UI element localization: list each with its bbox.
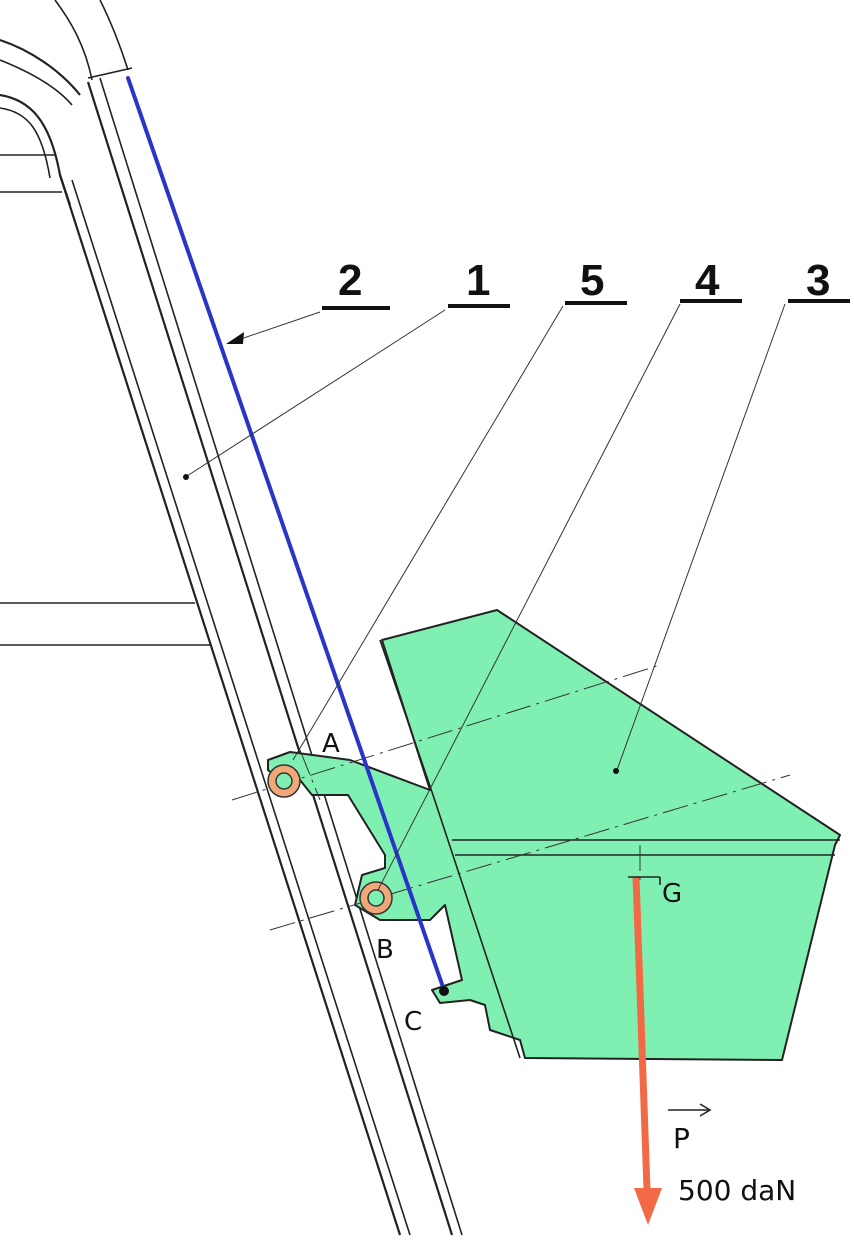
point-c-dot	[439, 986, 449, 996]
force-arrow-p	[628, 876, 662, 1225]
label-part-3: 3	[806, 256, 830, 305]
label-point-g: G	[662, 879, 682, 909]
label-part-1: 1	[466, 256, 490, 305]
construction-axes	[231, 664, 791, 931]
label-point-a: A	[322, 729, 340, 759]
force-symbol: P	[673, 1122, 690, 1155]
label-part-4: 4	[695, 256, 720, 305]
label-part-2: 2	[338, 256, 362, 305]
part-3-container	[267, 609, 841, 1061]
force-magnitude: 500 daN	[678, 1174, 796, 1207]
frame-outline	[0, 0, 210, 646]
leader-lines	[183, 303, 786, 891]
cable-part-2	[126, 76, 449, 996]
pin-a	[267, 764, 301, 798]
frame-member-1	[58, 77, 463, 1236]
pin-b	[359, 881, 393, 915]
label-part-5: 5	[580, 256, 604, 305]
leader-arrowhead	[226, 332, 244, 344]
label-point-b: B	[376, 935, 394, 965]
point-labels: A B C G	[322, 729, 682, 1037]
part-labels: 2 1 5 4 3	[322, 256, 850, 310]
label-point-c: C	[404, 1007, 422, 1037]
force-label: P 500 daN	[668, 1103, 796, 1207]
